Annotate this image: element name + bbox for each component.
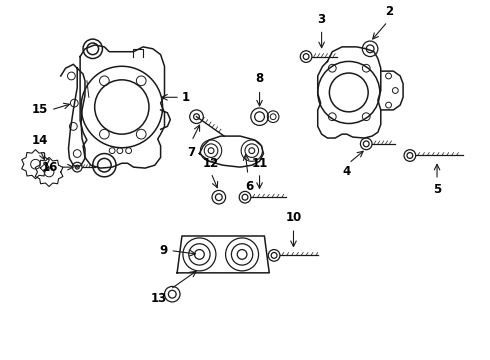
Text: 12: 12 [203, 157, 219, 170]
Text: 4: 4 [343, 165, 351, 178]
Text: 7: 7 [188, 146, 196, 159]
Text: 5: 5 [433, 183, 441, 195]
Text: 2: 2 [386, 5, 393, 18]
Text: 10: 10 [285, 211, 302, 224]
Text: 3: 3 [318, 13, 326, 26]
Text: 9: 9 [159, 244, 168, 257]
Text: 13: 13 [151, 292, 168, 305]
Text: 16: 16 [42, 161, 58, 174]
Text: 8: 8 [255, 72, 264, 85]
Text: 11: 11 [251, 157, 268, 170]
Text: 14: 14 [31, 134, 48, 147]
Text: 15: 15 [32, 103, 48, 116]
Text: 1: 1 [182, 91, 190, 104]
Text: 6: 6 [245, 180, 254, 193]
